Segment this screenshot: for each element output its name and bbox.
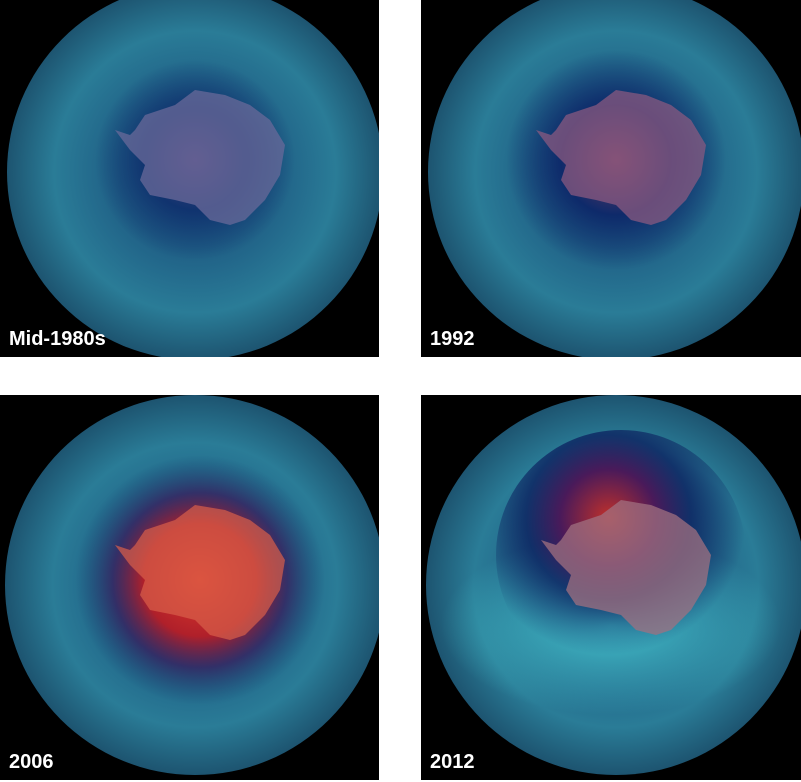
panel: 1992 [421, 0, 801, 357]
panel: 2012 [421, 395, 801, 780]
panel: Mid-1980s [0, 0, 379, 357]
panel-label: 1992 [430, 328, 475, 350]
globe [5, 395, 379, 775]
globe [7, 0, 379, 357]
panel-label: 2012 [430, 751, 475, 773]
panel-label: 2006 [9, 751, 54, 773]
globe [426, 395, 801, 775]
globe [428, 0, 801, 357]
panel: 2006 [0, 395, 379, 780]
panel-label: Mid-1980s [9, 328, 106, 350]
